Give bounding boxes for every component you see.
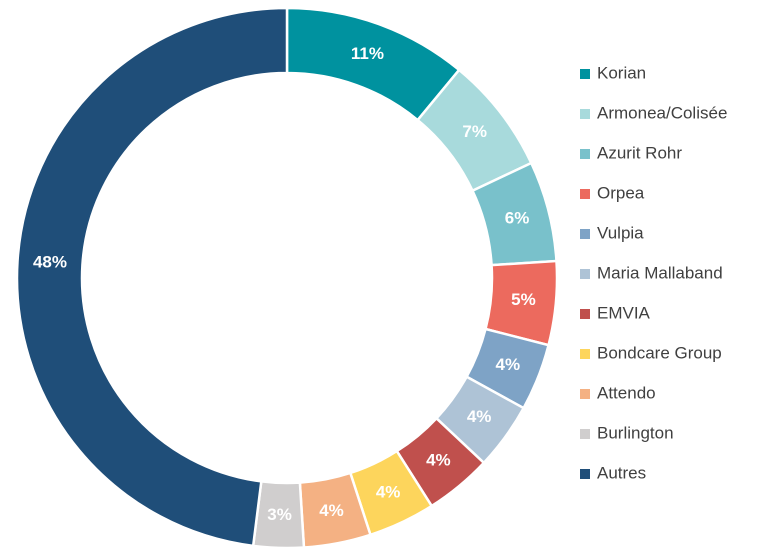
legend-swatch — [580, 109, 590, 119]
legend-swatch — [580, 149, 590, 159]
legend-swatch — [580, 269, 590, 279]
data-label: 4% — [496, 355, 521, 374]
legend-label: Maria Mallaband — [597, 263, 723, 282]
data-label: 7% — [462, 122, 487, 141]
data-label: 4% — [426, 450, 451, 469]
legend-label: Burlington — [597, 423, 674, 442]
data-label: 4% — [467, 407, 492, 426]
legend-label: Armonea/Colisée — [597, 103, 727, 122]
legend-label: Korian — [597, 63, 646, 82]
legend-label: Autres — [597, 463, 646, 482]
legend-label: Vulpia — [597, 223, 644, 242]
legend-swatch — [580, 69, 590, 79]
legend-swatch — [580, 189, 590, 199]
legend-swatch — [580, 469, 590, 479]
data-label: 11% — [351, 44, 384, 63]
data-label: 4% — [319, 501, 344, 520]
legend-label: Orpea — [597, 183, 645, 202]
data-label: 3% — [267, 505, 292, 524]
data-label: 4% — [376, 482, 401, 501]
legend-swatch — [580, 349, 590, 359]
legend-label: Azurit Rohr — [597, 143, 682, 162]
legend-label: Attendo — [597, 383, 656, 402]
legend-label: Bondcare Group — [597, 343, 722, 362]
data-label: 5% — [511, 290, 536, 309]
legend-swatch — [580, 229, 590, 239]
legend-swatch — [580, 429, 590, 439]
legend-label: EMVIA — [597, 303, 651, 322]
donut-slice — [15, 6, 289, 548]
data-label: 48% — [33, 253, 67, 272]
legend-swatch — [580, 389, 590, 399]
data-label: 6% — [505, 208, 530, 227]
legend-swatch — [580, 309, 590, 319]
